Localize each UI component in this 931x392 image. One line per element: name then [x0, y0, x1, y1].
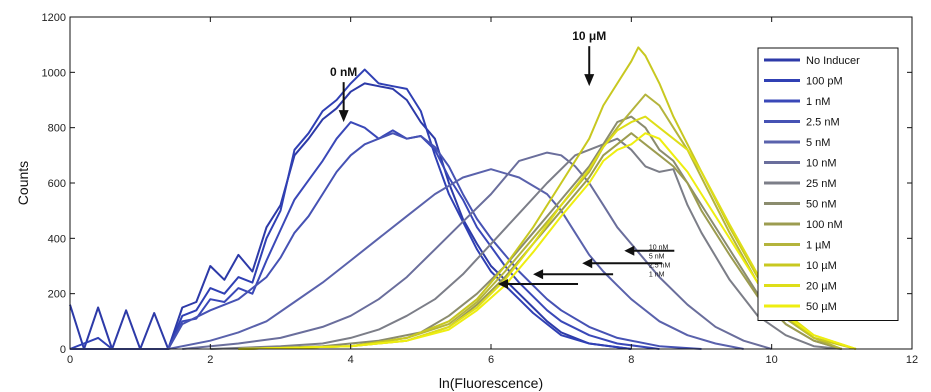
x-tick-label: 8	[628, 354, 634, 366]
annotation-label: 10 μM	[572, 29, 606, 43]
legend-entry-label: 2.5 nM	[806, 117, 840, 129]
x-tick-label: 0	[67, 354, 73, 366]
x-tick-label: 10	[766, 354, 778, 366]
legend-entry-label: 10 µM	[806, 260, 837, 272]
legend-entry-label: 1 µM	[806, 240, 831, 252]
series-line-7	[238, 115, 843, 350]
annotation-label: 0 nM	[330, 65, 357, 79]
legend-entry-label: 50 nM	[806, 199, 837, 211]
y-tick-label: 1200	[42, 12, 66, 24]
annotation-small-label: 2.5 nM	[649, 262, 671, 269]
series-line-6	[210, 137, 842, 350]
x-tick-label: 2	[207, 354, 213, 366]
series-line-3	[70, 132, 702, 350]
annotation-small-label: 5 nM	[649, 253, 665, 260]
y-tick-label: 200	[48, 289, 66, 301]
legend-entry-label: 25 nM	[806, 178, 837, 190]
series-line-0	[69, 82, 632, 350]
legend-entry-label: 100 pM	[806, 76, 843, 88]
y-tick-label: 400	[48, 233, 66, 245]
legend-entry-label: 5 nM	[806, 137, 830, 149]
legend-entry-label: 20 µM	[806, 281, 837, 293]
x-tick-label: 12	[906, 354, 918, 366]
y-tick-label: 1000	[42, 67, 66, 79]
axes: 0 2 4 6 8 10 12 0 200 400 600 800 1000 1200	[42, 12, 919, 366]
legend-entry-label: No Inducer	[806, 55, 860, 67]
series-line-12	[238, 132, 857, 350]
y-axis-label: Counts	[15, 161, 31, 205]
annotation-arrowhead	[624, 245, 635, 256]
y-tick-label: 800	[48, 123, 66, 135]
series-line-1	[69, 68, 632, 350]
y-tick-label: 0	[60, 344, 66, 356]
y-tick-label: 600	[48, 178, 66, 190]
annotation-arrowhead	[533, 269, 544, 280]
series-line-9	[238, 93, 843, 350]
annotation-small-label: 1 nM	[649, 271, 665, 278]
x-axis-label: ln(Fluorescence)	[439, 375, 543, 391]
annotation-arrowhead	[498, 278, 509, 289]
legend-entry-label: 100 nM	[806, 219, 843, 231]
legend-entry-label: 10 nM	[806, 158, 837, 170]
annotation-arrowhead	[584, 74, 595, 87]
series-line-11	[238, 115, 857, 350]
x-tick-label: 6	[488, 354, 494, 366]
annotation-small-label: 10 nM	[649, 244, 669, 251]
series-line-10	[238, 46, 857, 350]
annotation-arrowhead	[338, 110, 349, 123]
series-lines	[69, 46, 857, 350]
series-line-4	[168, 168, 744, 350]
series-line-8	[238, 132, 843, 350]
legend-entry-label: 50 µM	[806, 301, 837, 313]
series-line-5	[182, 151, 772, 350]
x-tick-label: 4	[348, 354, 354, 366]
legend-entry-label: 1 nM	[806, 96, 830, 108]
annotation-arrowhead	[582, 258, 593, 269]
legend: No Inducer 100 pM 1 nM 2.5 nM 5 nM 10 nM 25 nM…	[757, 47, 899, 321]
annotations: 0 nM 10 μM 10 nM 5 nM 2.5 nM 1 nM	[330, 29, 675, 289]
